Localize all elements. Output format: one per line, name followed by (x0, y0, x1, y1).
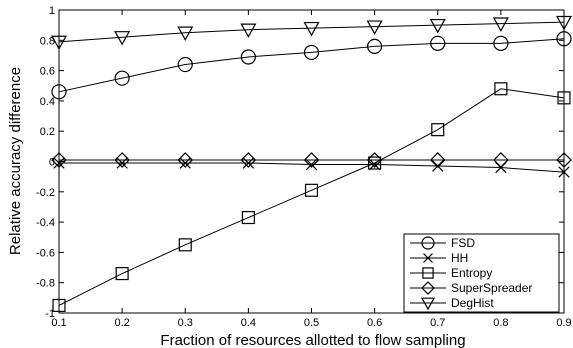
data-point-superspreader (303, 152, 320, 168)
legend-label-deghist: DegHist (451, 296, 494, 310)
x-axis-label: Fraction of resources allotted to flow s… (160, 332, 465, 348)
series-fsd (51, 31, 572, 100)
legend-marker-deghist (420, 297, 436, 311)
y-tick-label: -0.2 (36, 187, 55, 199)
legend-label-entropy: Entropy (451, 266, 492, 280)
series-line-deghist (58, 21, 565, 43)
x-tick-label: 0.4 (241, 317, 256, 329)
data-point-entropy (557, 91, 571, 105)
data-point-entropy (241, 211, 255, 225)
data-point-deghist (555, 15, 573, 31)
legend-label-superspreader: SuperSpreader (451, 281, 532, 295)
legend-label-hh: HH (451, 251, 468, 265)
data-point-superspreader (493, 152, 509, 168)
data-point-deghist (50, 35, 68, 51)
x-tick-label: 0.8 (493, 317, 508, 329)
legend-marker-hh (423, 253, 433, 263)
data-point-entropy (52, 298, 66, 312)
x-tick-label: 0.7 (430, 317, 445, 329)
data-point-deghist (492, 17, 509, 32)
data-point-superspreader (366, 152, 383, 168)
y-tick-label: 0 (49, 157, 55, 169)
data-point-superspreader (429, 152, 446, 168)
data-point-fsd (177, 56, 193, 73)
data-point-fsd (367, 38, 383, 54)
data-point-superspreader (51, 152, 67, 168)
y-tick-label: -0.8 (36, 278, 55, 290)
legend-label-fsd: FSD (451, 236, 475, 250)
data-point-entropy (115, 267, 129, 281)
data-point-deghist (240, 23, 257, 38)
data-point-hh (558, 166, 570, 178)
data-point-deghist (429, 18, 446, 34)
data-point-entropy (368, 156, 382, 170)
y-tick-label: -1 (45, 308, 55, 320)
x-tick-label: 0.2 (114, 317, 129, 329)
data-point-superspreader (114, 152, 130, 168)
x-tick-label: 0.5 (304, 317, 319, 329)
legend-marker-fsd (421, 236, 435, 250)
data-point-fsd (430, 35, 446, 51)
data-point-deghist (177, 26, 194, 41)
y-axis-label: Relative accuracy difference (7, 67, 24, 255)
data-point-superspreader (240, 152, 257, 168)
axis-ticks: 0.1 0.2 0.3 0.4 0.5 0.6 0.7 0.8 0.9 -1 -0.8 -0.6 -0.… (36, 5, 572, 329)
series-group (50, 15, 573, 312)
y-tick-label: 0.2 (40, 126, 55, 138)
data-point-fsd (51, 84, 67, 100)
data-point-entropy (431, 123, 445, 137)
legend-marker-superspreader (421, 281, 435, 295)
data-point-hh (305, 158, 318, 171)
y-tick-label: -0.6 (36, 247, 55, 259)
data-point-entropy (178, 238, 192, 252)
data-point-superspreader (556, 152, 572, 168)
data-point-hh (432, 160, 444, 172)
y-tick-label: 0.6 (40, 66, 55, 78)
series-superspreader (51, 152, 572, 168)
data-point-entropy (494, 82, 508, 96)
data-point-fsd (303, 44, 320, 61)
x-tick-label: 0.6 (367, 317, 382, 329)
data-point-fsd (114, 70, 130, 86)
data-point-superspreader (177, 152, 194, 168)
x-tick-label: 0.9 (556, 317, 571, 329)
series-entropy (52, 82, 571, 312)
data-point-deghist (114, 31, 131, 46)
y-tick-label: 0.4 (40, 96, 55, 108)
series-line-fsd (58, 38, 565, 93)
data-point-fsd (240, 49, 256, 65)
series-line-entropy (58, 88, 565, 306)
data-point-deghist (366, 20, 383, 35)
x-tick-label: 0.3 (178, 317, 193, 329)
y-tick-label: 0.8 (40, 35, 55, 47)
series-deghist (50, 15, 573, 51)
data-point-fsd (493, 35, 509, 51)
data-point-entropy (304, 183, 319, 197)
x-tick-label: 0.1 (51, 317, 66, 329)
data-point-fsd (556, 31, 572, 47)
data-point-deghist (303, 21, 320, 37)
y-tick-label: 1 (49, 5, 55, 17)
y-tick-label: -0.4 (36, 217, 55, 229)
legend-marker-entropy (422, 267, 434, 279)
